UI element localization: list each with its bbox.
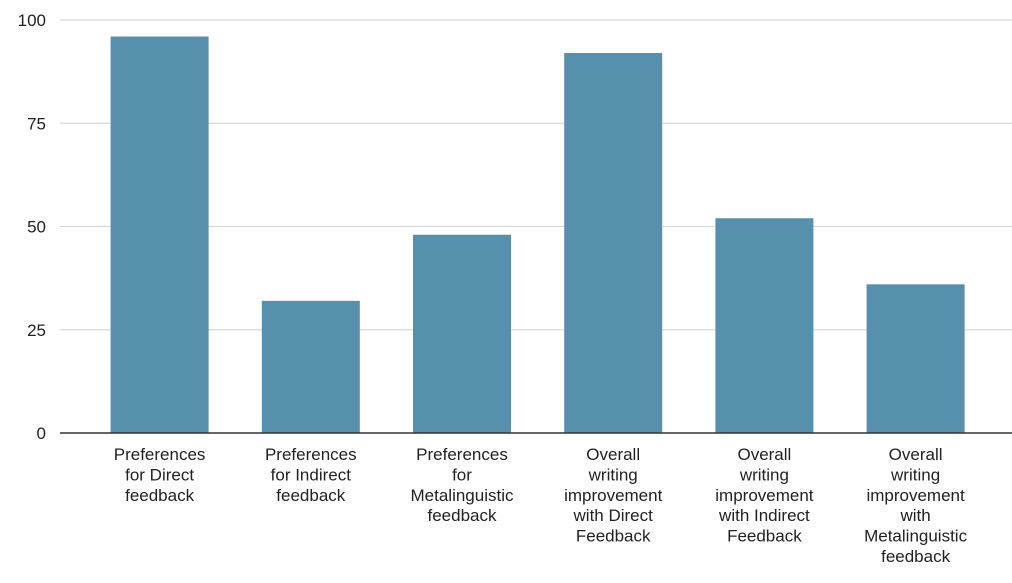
x-category-label-line: improvement bbox=[564, 486, 663, 505]
y-tick-label: 50 bbox=[27, 218, 46, 237]
y-axis-tick-labels: 0 25 50 75 100 bbox=[18, 11, 46, 443]
bars bbox=[110, 36, 965, 434]
x-category-label-line: for Indirect bbox=[271, 465, 352, 484]
x-category-label-line: Overall bbox=[737, 445, 791, 464]
y-tick-label: 75 bbox=[27, 114, 46, 133]
bar-6 bbox=[866, 284, 965, 433]
x-category-label: Overall writing improvement with Metalinguis… bbox=[864, 445, 967, 566]
x-category-label-line: with bbox=[899, 506, 930, 525]
x-category-label: Overall writing improvement with Indirect Fe… bbox=[715, 445, 814, 546]
x-category-label-line: feedback bbox=[276, 486, 345, 505]
x-category-label-line: feedback bbox=[125, 486, 194, 505]
x-category-label-line: writing bbox=[890, 465, 940, 484]
x-category-label-line: Metalinguistic bbox=[411, 486, 514, 505]
x-category-label-line: writing bbox=[739, 465, 789, 484]
x-category-label-line: for bbox=[452, 465, 472, 484]
x-category-label-line: with Indirect bbox=[718, 506, 810, 525]
x-category-label: Preferences for Indirect feedback bbox=[265, 445, 357, 505]
x-category-label-line: Preferences bbox=[265, 445, 357, 464]
x-category-label-line: improvement bbox=[715, 486, 814, 505]
x-category-label-line: Feedback bbox=[576, 527, 651, 546]
x-category-label-line: with Direct bbox=[573, 506, 654, 525]
y-tick-label: 100 bbox=[18, 11, 46, 30]
x-category-label-line: Overall bbox=[889, 445, 943, 464]
x-category-label-line: Preferences bbox=[416, 445, 508, 464]
bar-1 bbox=[110, 36, 209, 434]
gridlines bbox=[60, 19, 1012, 331]
x-category-label-line: Metalinguistic bbox=[864, 527, 967, 546]
x-category-label-line: writing bbox=[588, 465, 638, 484]
x-category-label: Overall writing improvement with Direct Feed… bbox=[564, 445, 663, 546]
x-axis-category-labels: Preferences for Direct feedbackPreferences… bbox=[114, 445, 968, 566]
bar-2 bbox=[261, 300, 360, 433]
y-tick-label: 0 bbox=[37, 424, 46, 443]
bar-5 bbox=[715, 218, 814, 433]
x-category-label-line: Feedback bbox=[727, 527, 802, 546]
bar-3 bbox=[413, 234, 511, 433]
x-category-label-line: feedback bbox=[881, 547, 950, 566]
x-category-label-line: Overall bbox=[586, 445, 640, 464]
x-category-label-line: for Direct bbox=[125, 465, 194, 484]
x-category-label-line: Preferences bbox=[114, 445, 206, 464]
y-tick-label: 25 bbox=[27, 321, 46, 340]
x-category-label: Preferences for Metalinguistic feedback bbox=[411, 445, 514, 525]
x-category-label: Preferences for Direct feedback bbox=[114, 445, 206, 505]
bar-4 bbox=[564, 53, 663, 433]
x-category-label-line: feedback bbox=[428, 506, 497, 525]
x-category-label-line: improvement bbox=[866, 486, 965, 505]
